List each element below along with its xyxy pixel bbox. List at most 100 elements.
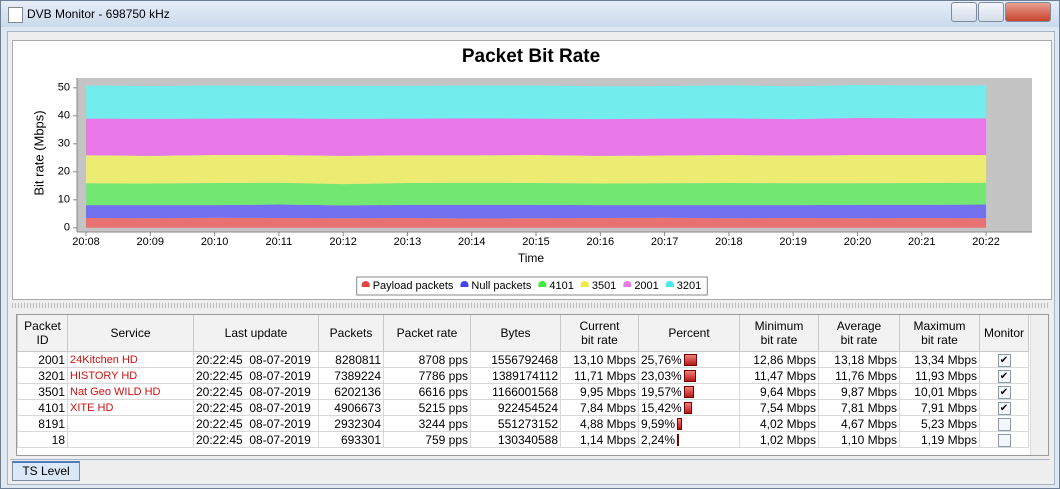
column-header[interactable]: Packets (318, 315, 384, 352)
cell-text: 20:22:45 08-07-2019 (196, 400, 311, 415)
cell: 4,02 Mbps (739, 415, 819, 432)
cell: 24Kitchen HD (67, 351, 194, 368)
header-text: bit rate (581, 333, 618, 347)
tab[interactable]: TS Level (12, 461, 80, 481)
cell: 5,23 Mbps (899, 415, 980, 432)
table-row[interactable]: 8191 20:22:45 08-07-2019 2932304 3244 pps 55… (17, 415, 1029, 432)
cell: 23,03% (638, 367, 740, 384)
cell-text: 18 (51, 432, 65, 447)
maximize-button[interactable] (978, 2, 1004, 22)
cell-text: 3501 (38, 384, 65, 399)
legend-box (356, 276, 708, 296)
percent-bar (683, 354, 698, 367)
cell-text: 759 pps (425, 432, 468, 447)
cell: 20:22:45 08-07-2019 (193, 351, 319, 368)
cell-text: 6202136 (334, 384, 381, 399)
cell: 20:22:45 08-07-2019 (193, 367, 319, 384)
legend-label: 3501 (592, 280, 616, 292)
percent-bar (683, 386, 694, 399)
x-tick-label: 20:20 (844, 236, 872, 248)
x-tick-label: 20:19 (779, 236, 807, 248)
cell: 7786 pps (383, 367, 471, 384)
x-tick-label: 20:18 (715, 236, 743, 248)
percent-text: 15,42% (641, 400, 682, 415)
checkbox[interactable]: ✔ (997, 385, 1011, 399)
area (86, 204, 987, 219)
percent-bar (677, 418, 683, 431)
column-header[interactable]: Average bit rate (818, 315, 900, 352)
cell-text: 1389174112 (492, 368, 558, 383)
checkbox[interactable] (997, 433, 1011, 447)
cell: 551273152 (470, 415, 561, 432)
splitter[interactable] (12, 303, 1050, 308)
cell-text: 1,02 Mbps (759, 432, 816, 447)
table-row[interactable]: 18 20:22:45 08-07-2019 693301 759 pps 130340… (17, 431, 1029, 448)
table-row[interactable]: 2001 24Kitchen HD 20:22:45 08-07-2019 82808… (17, 351, 1029, 368)
cell: 1,19 Mbps (899, 431, 980, 448)
table-row[interactable]: 3201 HISTORY HD 20:22:45 08-07-2019 7389224… (17, 367, 1029, 384)
close-button[interactable] (1005, 2, 1051, 22)
cell-text: 9,95 Mbps (579, 384, 636, 399)
checkbox[interactable]: ✔ (997, 353, 1011, 367)
column-header[interactable]: Minimum bit rate (739, 315, 819, 352)
column-header[interactable]: Packet ID (17, 315, 68, 352)
cell (979, 431, 1029, 448)
header-text: Current (579, 319, 620, 333)
header-text: Minimum (754, 319, 804, 333)
title-bar: DVB Monitor - 698750 kHz (1, 1, 1059, 27)
cell: ✔ (979, 351, 1029, 368)
header-text: Packet rate (396, 326, 458, 340)
x-tick-label: 20:22 (972, 236, 1000, 248)
header-text: Average (836, 319, 882, 333)
header-text: Service (110, 326, 151, 340)
legend-marker (623, 281, 632, 287)
minimize-button[interactable] (951, 2, 977, 22)
cell-text: 7,84 Mbps (579, 400, 636, 415)
cell: 11,47 Mbps (739, 367, 819, 384)
window-title: DVB Monitor - 698750 kHz (27, 7, 170, 21)
cell: 11,71 Mbps (560, 367, 639, 384)
cell: 20:22:45 08-07-2019 (193, 399, 319, 416)
legend-marker (361, 281, 370, 287)
cell: HISTORY HD (67, 367, 194, 384)
table: Packet ID Service Last update Packets Packet … (17, 315, 1029, 448)
checkbox[interactable]: ✔ (997, 369, 1011, 383)
cell: 3501 (17, 383, 68, 400)
cell: 3244 pps (383, 415, 471, 432)
cell: 11,76 Mbps (818, 367, 900, 384)
y-tick-label: 30 (58, 138, 70, 150)
column-header[interactable]: Service (67, 315, 194, 352)
cell-text: 12,86 Mbps (753, 352, 816, 367)
legend-marker (665, 281, 674, 287)
cell-text: 130340588 (497, 432, 558, 447)
column-header[interactable]: Bytes (470, 315, 561, 352)
column-header[interactable]: Last update (193, 315, 319, 352)
cell-text: 8191 (38, 416, 65, 431)
y-tick-label: 20 (58, 166, 70, 178)
table-row[interactable]: 3501 Nat Geo WILD HD 20:22:45 08-07-2019 62… (17, 383, 1029, 400)
legend-label: Payload packets (373, 280, 454, 292)
cell: 15,42% (638, 399, 740, 416)
cell: 7,81 Mbps (818, 399, 900, 416)
table-row[interactable]: 4101 XITE HD 20:22:45 08-07-2019 4906673 521… (17, 399, 1029, 416)
column-header[interactable]: Current bit rate (560, 315, 639, 352)
cell-text: 1556792468 (491, 352, 558, 367)
x-tick-label: 20:14 (458, 236, 486, 248)
percent-bar (677, 434, 680, 447)
column-header[interactable]: Monitor (979, 315, 1029, 352)
cell-text: 4,02 Mbps (759, 416, 816, 431)
column-header[interactable]: Packet rate (383, 315, 471, 352)
column-header[interactable]: Percent (638, 315, 740, 352)
cell-text: 5,23 Mbps (920, 416, 977, 431)
y-tick-label: 0 (64, 222, 70, 234)
cell-text: 8708 pps (418, 352, 468, 367)
checkbox[interactable] (997, 417, 1011, 431)
header-text: Packet (24, 319, 61, 333)
column-header[interactable]: Maximum bit rate (899, 315, 980, 352)
cell-text: 7786 pps (418, 368, 468, 383)
scrollbar[interactable] (1030, 315, 1048, 455)
y-tick-label: 40 (58, 110, 70, 122)
checkbox[interactable]: ✔ (997, 401, 1011, 415)
app-icon (8, 7, 23, 23)
